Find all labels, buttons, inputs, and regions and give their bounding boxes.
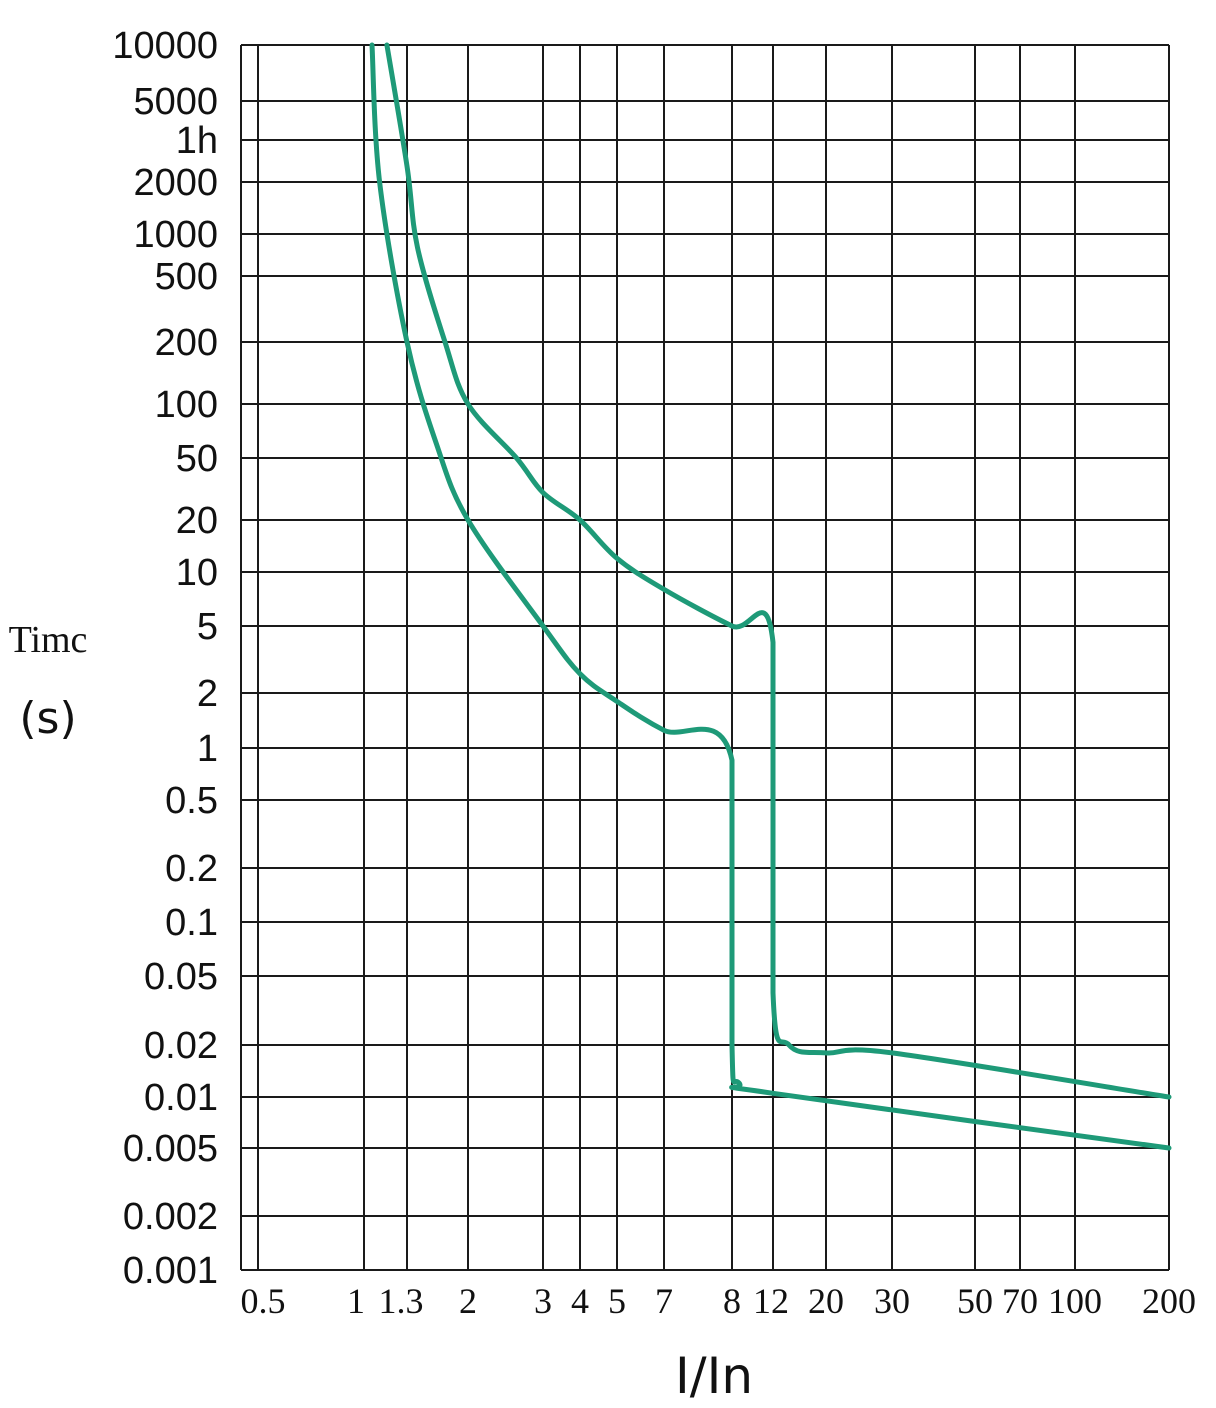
y-tick-label: 0.05 [144, 956, 218, 998]
y-tick-label: 50 [176, 438, 218, 480]
x-tick-label: 50 [957, 1281, 993, 1321]
y-tick-label: 5000 [133, 81, 218, 123]
upper-trip-curve [384, 42, 1172, 1100]
y-tick-label: 2000 [133, 162, 218, 204]
lower-trip-curve [369, 42, 1172, 1151]
y-tick-label: 10000 [112, 25, 218, 67]
x-tick-label: 0.5 [241, 1281, 286, 1321]
vertical-gridlines [240, 45, 1170, 1270]
y-tick-label: 20 [176, 500, 218, 542]
x-tick-label: 200 [1142, 1281, 1196, 1321]
y-tick-label: 0.002 [123, 1196, 218, 1238]
x-tick-label: 5 [608, 1281, 626, 1321]
y-tick-label: 100 [155, 384, 218, 426]
x-axis-label: I/In [675, 1347, 753, 1405]
y-tick-label: 1h [176, 120, 218, 162]
x-tick-label: 1.3 [379, 1281, 424, 1321]
trip-curves [369, 42, 1172, 1151]
x-tick-label: 100 [1048, 1281, 1102, 1321]
y-tick-label: 0.001 [123, 1250, 218, 1292]
x-tick-label: 1 [347, 1281, 365, 1321]
y-tick-label: 10 [176, 552, 218, 594]
x-tick-label: 8 [723, 1281, 741, 1321]
y-tick-label: 1000 [133, 214, 218, 256]
y-axis-label-line2: (s) [19, 693, 76, 744]
y-tick-label: 0.5 [165, 780, 218, 822]
x-tick-label: 2 [459, 1281, 477, 1321]
y-tick-label: 200 [155, 322, 218, 364]
x-tick-label: 20 [808, 1281, 844, 1321]
y-tick-label: 1 [197, 728, 218, 770]
y-tick-label: 0.1 [165, 902, 218, 944]
x-tick-labels: 0.5 1 1.3 2 3 4 5 7 8 12 20 30 50 70 100 200 [241, 1281, 1197, 1321]
y-tick-label: 0.01 [144, 1077, 218, 1119]
y-tick-label: 0.2 [165, 848, 218, 890]
x-tick-label: 70 [1002, 1281, 1038, 1321]
horizontal-gridlines [241, 44, 1169, 1271]
x-tick-label: 4 [571, 1281, 589, 1321]
y-tick-label: 2 [197, 673, 218, 715]
y-axis-label-line1: Timc [9, 619, 88, 661]
y-tick-label: 0.02 [144, 1025, 218, 1067]
x-tick-label: 3 [534, 1281, 552, 1321]
x-tick-label: 12 [753, 1281, 789, 1321]
y-tick-label: 0.005 [123, 1128, 218, 1170]
x-tick-label: 7 [655, 1281, 673, 1321]
x-tick-label: 30 [874, 1281, 910, 1321]
y-tick-label: 500 [155, 256, 218, 298]
y-tick-label: 5 [197, 606, 218, 648]
